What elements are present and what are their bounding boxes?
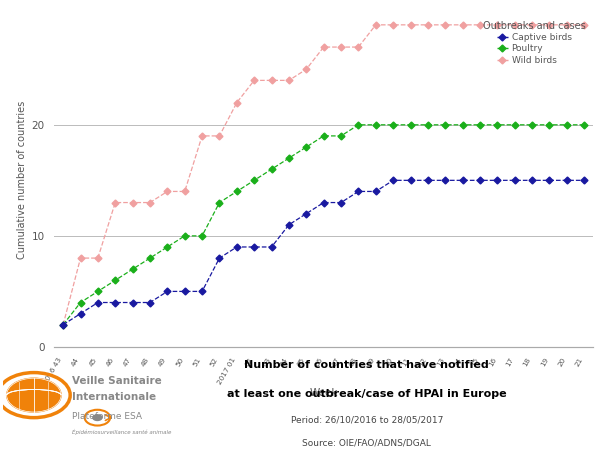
- Legend: Captive birds, Poultry, Wild birds: Captive birds, Poultry, Wild birds: [480, 18, 589, 67]
- Text: Plateforme ESA: Plateforme ESA: [72, 412, 142, 421]
- Text: Veille Sanitaire: Veille Sanitaire: [72, 376, 162, 386]
- Text: Source: OIE/FAO/ADNS/DGAL: Source: OIE/FAO/ADNS/DGAL: [302, 438, 431, 447]
- Y-axis label: Cumulative number of countries: Cumulative number of countries: [18, 101, 27, 260]
- Text: Internationale: Internationale: [72, 392, 156, 402]
- Text: Number of countries that have notified: Number of countries that have notified: [244, 360, 489, 370]
- Circle shape: [7, 378, 61, 412]
- Text: Period: 26/10/2016 to 28/05/2017: Period: 26/10/2016 to 28/05/2017: [290, 416, 443, 425]
- X-axis label: Week: Week: [309, 388, 338, 398]
- Text: Épidémiosurveillance santé animale: Épidémiosurveillance santé animale: [72, 429, 171, 435]
- Circle shape: [93, 415, 102, 420]
- Text: at least one outbreak/case of HPAI in Europe: at least one outbreak/case of HPAI in Eu…: [227, 389, 506, 399]
